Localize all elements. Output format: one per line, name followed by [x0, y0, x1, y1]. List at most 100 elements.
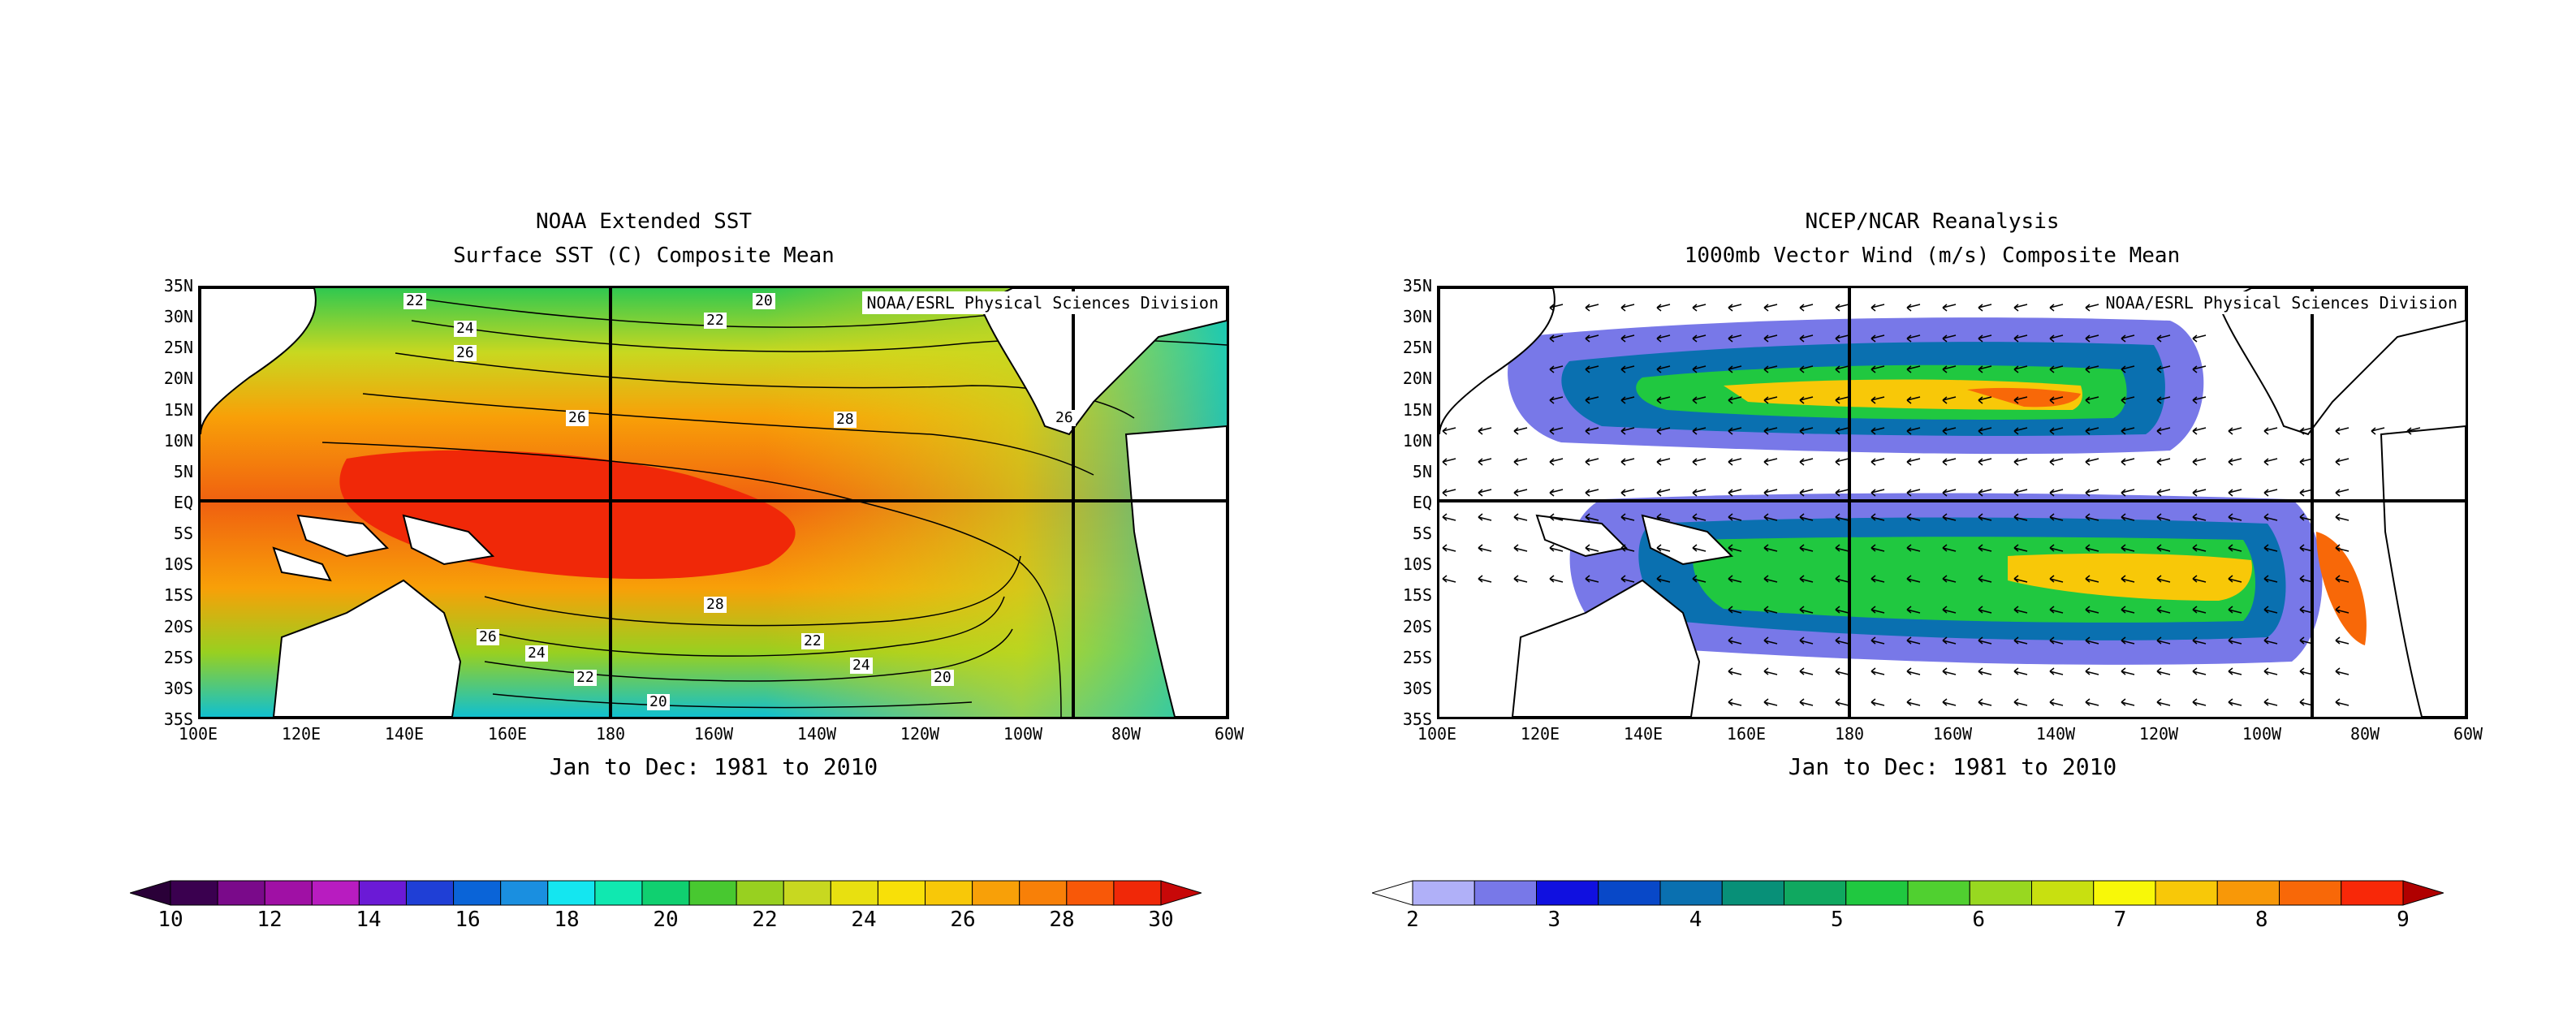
wind-vector	[2263, 544, 2278, 552]
wind-vector	[2263, 698, 2278, 706]
right-ylabel-3: 20N	[1402, 369, 1432, 389]
wind-vector	[2085, 427, 2099, 435]
wind-vector	[1728, 489, 1742, 497]
wind-vector	[1978, 396, 1992, 404]
sst-gridlines	[201, 288, 1227, 717]
wind-vector	[1620, 396, 1635, 404]
wind-vector	[1835, 489, 1849, 497]
wind-map: NOAA/ESRL Physical Sciences Division	[1437, 286, 2468, 719]
wind-vector	[2406, 427, 2421, 435]
wind-vector	[2335, 698, 2349, 706]
wind-vector	[1799, 489, 1814, 497]
left-ylabel-10: 15S	[163, 585, 193, 606]
land-australia	[272, 579, 462, 717]
left-colorbar-label-4: 18	[554, 908, 580, 932]
right-colorbar-swatch-13	[2216, 880, 2280, 906]
wind-vector	[1835, 396, 1849, 404]
wind-vector	[1585, 304, 1599, 312]
wind-vector	[1906, 396, 1921, 404]
wind-vector	[1906, 304, 1921, 312]
wind-vector	[1728, 365, 1742, 373]
wind-vector	[1763, 667, 1778, 675]
wind-vector	[1835, 698, 1849, 706]
right-ylabel-13: 30S	[1402, 678, 1432, 698]
left-xlabel-8: 100W	[1003, 724, 1043, 744]
wind-vector	[2335, 636, 2349, 645]
wind-vector	[2192, 698, 2207, 706]
wind-vector	[1799, 458, 1814, 466]
wind-vector	[1906, 365, 1921, 373]
wind-vector	[1799, 396, 1814, 404]
wind-vector	[2121, 544, 2135, 552]
wind-vector	[2192, 365, 2207, 373]
wind-vector	[1763, 606, 1778, 614]
left-ylabel-5: 10N	[163, 430, 193, 451]
right-colorbar-label-1: 3	[1547, 908, 1561, 932]
left-colorbar-label-2: 14	[356, 908, 382, 932]
right-colorbar-swatch-11	[2093, 880, 2156, 906]
wind-vector	[1906, 698, 1921, 706]
left-xlabel-10: 60W	[1214, 724, 1245, 744]
wind-vector	[1728, 606, 1742, 614]
wind-vector	[2049, 489, 2064, 497]
wind-vector	[1763, 513, 1778, 521]
right-colorbar-swatch-2	[1536, 880, 1599, 906]
wind-vector	[1942, 334, 1957, 343]
wind-vector	[1442, 427, 1456, 435]
land-borneo	[296, 514, 390, 558]
wind-subtitle: 1000mb Vector Wind (m/s) Composite Mean	[1684, 244, 2181, 268]
left-colorbar-label-5: 20	[653, 908, 679, 932]
wind-vector	[1656, 365, 1671, 373]
right-xlabel-10: 60W	[2453, 724, 2483, 744]
wind-vector	[1656, 513, 1671, 521]
wind-vector	[1692, 544, 1707, 552]
right-colorbar-swatch-14	[2279, 880, 2342, 906]
wind-vector	[2013, 427, 2028, 435]
wind-vector	[1513, 489, 1528, 497]
wind-vector	[2156, 396, 2171, 404]
wind-vector	[2121, 334, 2135, 343]
wind-vector	[2085, 396, 2099, 404]
left-ylabel-12: 25S	[163, 647, 193, 667]
wind-vector	[1656, 427, 1671, 435]
wind-vector	[1513, 458, 1528, 466]
wind-vector	[1656, 544, 1671, 552]
left-colorbar-swatch-11	[688, 880, 737, 906]
wind-vector	[2049, 427, 2064, 435]
land-new-guinea	[402, 514, 495, 566]
wind-vector	[2049, 458, 2064, 466]
wind-vector	[1692, 334, 1707, 343]
wind-vector	[1478, 489, 1492, 497]
wind-vector	[2085, 575, 2099, 583]
wind-vector	[2013, 636, 2028, 645]
wind-vector	[1620, 304, 1635, 312]
wind-vector	[2335, 513, 2349, 521]
wind-vector	[2049, 698, 2064, 706]
wind-vector	[2049, 365, 2064, 373]
wind-vector	[2085, 636, 2099, 645]
sst-contour-label: 26	[477, 629, 499, 645]
wind-vector	[1549, 513, 1564, 521]
right-xlabel-8: 100W	[2242, 724, 2282, 744]
land-java	[272, 546, 332, 582]
wind-vector	[1513, 427, 1528, 435]
left-colorbar-swatch-8	[547, 880, 596, 906]
wind-vector	[1871, 304, 1885, 312]
wind-vector	[1835, 458, 1849, 466]
wind-land-asia	[1439, 288, 1556, 435]
wind-vector	[1656, 489, 1671, 497]
right-ylabel-11: 20S	[1402, 616, 1432, 636]
wind-vector	[1763, 396, 1778, 404]
left-xlabel-9: 80W	[1111, 724, 1141, 744]
wind-vector	[2085, 365, 2099, 373]
sst-panel: NOAA Extended SST Surface SST (C) Compos…	[453, 209, 835, 268]
right-ylabel-12: 25S	[1402, 647, 1432, 667]
sst-contour-label: 20	[753, 293, 775, 309]
wind-vector	[2156, 575, 2171, 583]
right-ylabel-0: 35N	[1402, 276, 1432, 295]
wind-vector	[1906, 636, 1921, 645]
wind-vector	[1906, 606, 1921, 614]
right-xlabel-7: 120W	[2138, 724, 2179, 744]
wind-vector	[2121, 513, 2135, 521]
wind-vector	[2335, 458, 2349, 466]
